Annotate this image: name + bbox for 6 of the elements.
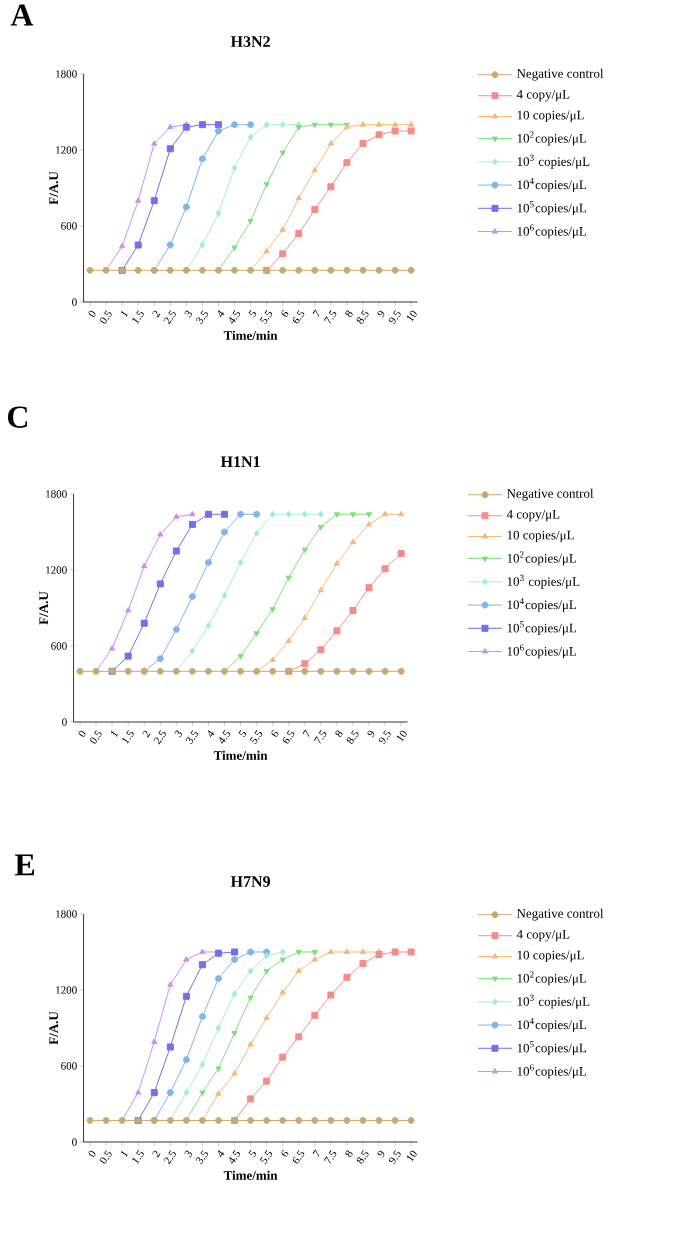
chart-title: H7N9 [230,876,271,887]
text: A [10,4,34,26]
text: E [14,854,35,876]
text: C [7,406,28,428]
chart-title: H3N2 [230,36,270,47]
chart-title: H1N1 [220,456,260,467]
